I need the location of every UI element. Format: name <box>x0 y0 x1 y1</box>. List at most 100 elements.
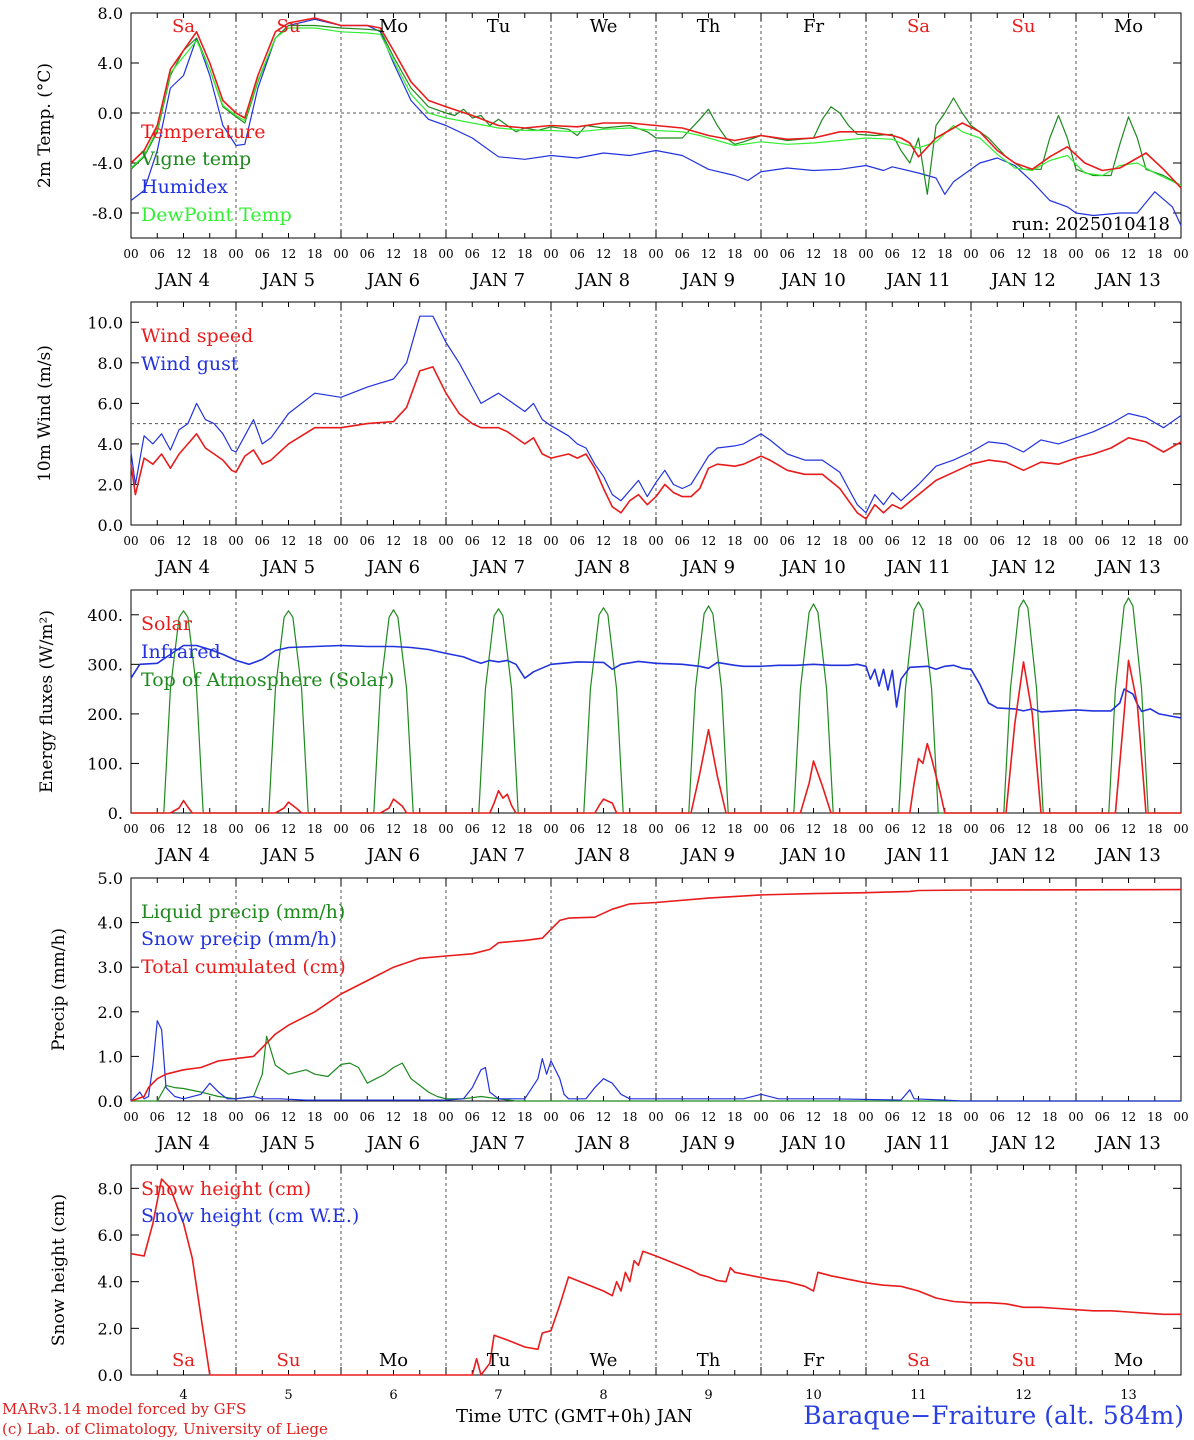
series-total-cumulated-cm <box>130 888 1182 1102</box>
hour-tick-label: 06 <box>1095 534 1110 548</box>
panel-5: 0.0 2.0 4.0 6.0 8.0 Snow height (cm) Snow heig… <box>49 1164 1182 1385</box>
hour-tick-label: 18 <box>1042 1110 1057 1124</box>
hour-tick-label: 18 <box>1147 534 1162 548</box>
hour-tick-label: 00 <box>123 534 138 548</box>
legend-entry: Infrared <box>141 641 221 663</box>
model-credit: MARv3.14 model forced by GFS <box>2 1400 247 1418</box>
hour-tick-label: 00 <box>753 534 768 548</box>
weekday-label: Sa <box>907 1350 930 1371</box>
series-infrared <box>130 644 1182 719</box>
hour-tick-label: 00 <box>1173 822 1188 836</box>
hour-tick-label: 00 <box>858 1110 873 1124</box>
hour-tick-label: 12 <box>701 247 716 261</box>
hour-tick-label: 18 <box>202 247 217 261</box>
hour-tick-label: 00 <box>753 822 768 836</box>
hour-tick-label: 06 <box>675 534 690 548</box>
day-number-label: 7 <box>494 1388 502 1403</box>
hour-tick-label: 18 <box>307 247 322 261</box>
weekday-label: Su <box>277 16 301 37</box>
legend-entry: Liquid precip (mm/h) <box>141 901 345 923</box>
hour-tick-label: 00 <box>333 822 348 836</box>
weekday-label: Sa <box>172 1350 195 1371</box>
hour-tick-label: 18 <box>727 534 742 548</box>
date-label: JAN 10 <box>779 557 846 578</box>
hour-tick-label: 06 <box>780 247 795 261</box>
date-label: JAN 7 <box>470 845 525 866</box>
hour-tick-label: 18 <box>307 1110 322 1124</box>
hour-tick-label: 06 <box>255 247 270 261</box>
hour-tick-label: 18 <box>832 534 847 548</box>
date-label: JAN 7 <box>470 557 525 578</box>
date-label: JAN 12 <box>989 1133 1056 1154</box>
hour-tick-label: 06 <box>150 534 165 548</box>
series-solar <box>131 659 1181 814</box>
hour-tick-label: 12 <box>1121 247 1136 261</box>
hour-tick-label: 00 <box>228 1110 243 1124</box>
plot-frame <box>130 589 1182 814</box>
hour-tick-label: 12 <box>386 822 401 836</box>
date-label: JAN 6 <box>365 557 420 578</box>
hour-tick-label: 00 <box>648 822 663 836</box>
hour-tick-label: 00 <box>1068 247 1083 261</box>
hour-tick-label: 18 <box>622 534 637 548</box>
y-tick-label: 0. <box>108 804 123 823</box>
date-label: JAN 9 <box>680 845 735 866</box>
hour-tick-label: 06 <box>360 247 375 261</box>
hour-tick-label: 00 <box>963 534 978 548</box>
hour-tick-label: 00 <box>1068 534 1083 548</box>
hour-tick-label: 06 <box>255 822 270 836</box>
hour-tick-label: 18 <box>517 1110 532 1124</box>
y-tick-label: 0.0 <box>98 516 123 535</box>
hour-tick-label: 00 <box>648 1110 663 1124</box>
panel-1: 00 06 12 18 00 06 12 18 00 06 12 18 00 06 12 18 00 06 12 18… <box>35 4 1189 291</box>
weekday-label: Th <box>697 1350 721 1371</box>
series-snow-height-cm <box>130 1178 1181 1376</box>
hour-tick-label: 12 <box>1016 247 1031 261</box>
legend-entry: Snow precip (mm/h) <box>141 928 337 950</box>
hour-tick-label: 18 <box>202 1110 217 1124</box>
hour-tick-label: 06 <box>780 822 795 836</box>
date-label: JAN 11 <box>884 1133 951 1154</box>
hour-tick-label: 18 <box>1042 534 1057 548</box>
series-wind-gust <box>130 315 1182 514</box>
hour-tick-label: 18 <box>1042 822 1057 836</box>
date-label: JAN 11 <box>884 557 951 578</box>
hour-tick-label: 00 <box>963 1110 978 1124</box>
hour-tick-label: 06 <box>675 1110 690 1124</box>
weekday-label: We <box>590 1350 618 1371</box>
hour-tick-label: 06 <box>150 822 165 836</box>
hour-tick-label: 18 <box>727 1110 742 1124</box>
hour-tick-label: 06 <box>885 534 900 548</box>
hour-tick-label: 06 <box>1095 1110 1110 1124</box>
hour-tick-label: 12 <box>491 822 506 836</box>
hour-tick-label: 00 <box>858 534 873 548</box>
legend-entry: Vigne temp <box>140 148 251 170</box>
date-label: JAN 7 <box>470 1133 525 1154</box>
weekday-label: Su <box>1012 1350 1036 1371</box>
hour-tick-label: 12 <box>701 534 716 548</box>
date-label: JAN 13 <box>1094 270 1161 291</box>
hour-tick-label: 00 <box>543 822 558 836</box>
hour-tick-label: 18 <box>622 1110 637 1124</box>
date-label: JAN 10 <box>779 270 846 291</box>
y-tick-label: 6.0 <box>98 394 123 413</box>
weekday-label: Tu <box>487 16 511 37</box>
series-liquid-precip-mm-h <box>131 1035 1181 1102</box>
y-tick-label: 2.0 <box>98 475 123 494</box>
weekday-label: Sa <box>172 16 195 37</box>
hour-tick-label: 18 <box>1147 247 1162 261</box>
legend-entry: DewPoint Temp <box>141 204 292 226</box>
hour-tick-label: 00 <box>648 534 663 548</box>
hour-tick-label: 06 <box>885 1110 900 1124</box>
y-tick-label: 4.0 <box>98 1273 123 1292</box>
hour-tick-label: 06 <box>570 534 585 548</box>
day-number-label: 9 <box>704 1388 712 1403</box>
panel-2: 00 06 12 18 00 06 12 18 00 06 12 18 00 06 12 18 00 06 12 18… <box>35 301 1189 578</box>
hour-tick-label: 18 <box>937 1110 952 1124</box>
hour-tick-label: 12 <box>596 822 611 836</box>
hour-tick-label: 00 <box>228 822 243 836</box>
weekday-label: Su <box>277 1350 301 1371</box>
y-axis-label: 2m Temp. (°C) <box>35 63 55 188</box>
hour-tick-label: 18 <box>517 822 532 836</box>
